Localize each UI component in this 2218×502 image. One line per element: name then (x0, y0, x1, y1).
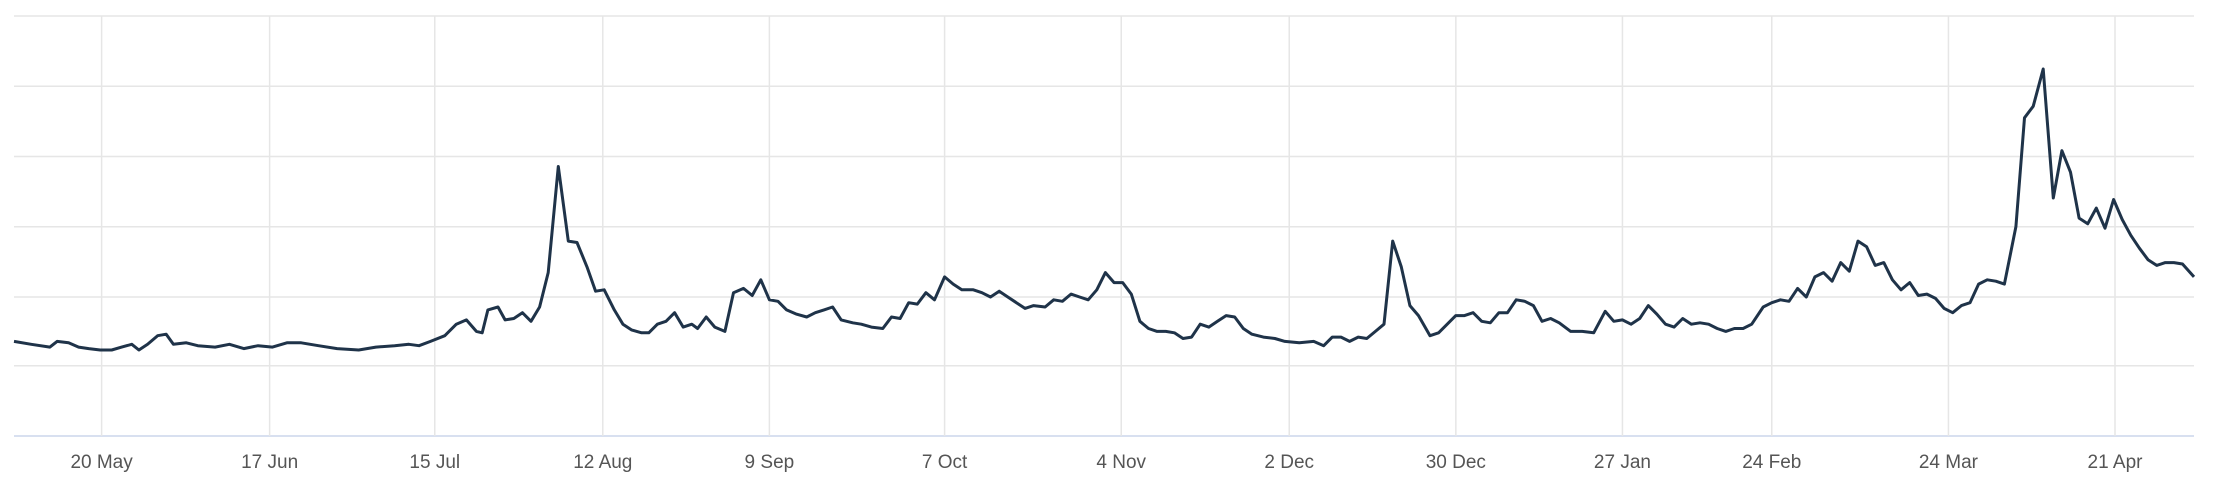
x-tick-label: 24 Feb (1742, 452, 1801, 473)
x-tick-label: 7 Oct (922, 452, 968, 473)
x-tick-label: 30 Dec (1426, 452, 1486, 473)
x-tick-label: 24 Mar (1919, 452, 1979, 473)
x-tick-label: 15 Jul (409, 452, 460, 473)
x-tick-label: 20 May (70, 452, 133, 473)
x-tick-label: 4 Nov (1096, 452, 1146, 473)
x-tick-label: 27 Jan (1594, 452, 1651, 473)
line-series (13, 67, 2196, 352)
x-tick-label: 17 Jun (241, 452, 298, 473)
x-tick-label: 9 Sep (745, 452, 795, 473)
x-tick-label: 12 Aug (573, 452, 632, 473)
x-tick-label: 2 Dec (1264, 452, 1314, 473)
x-tick-label: 21 Apr (2088, 452, 2144, 473)
